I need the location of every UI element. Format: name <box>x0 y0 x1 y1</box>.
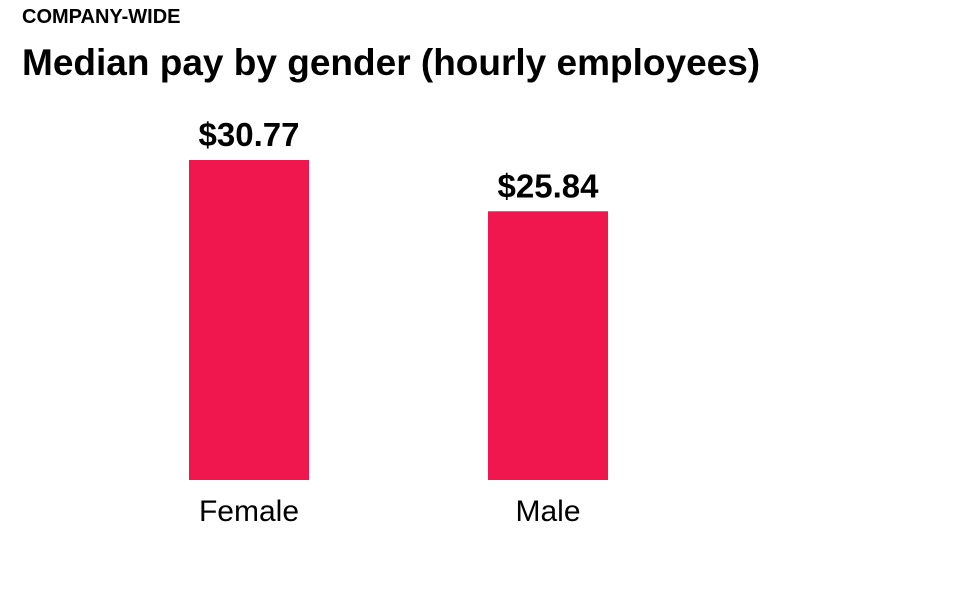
value-label-female: $30.77 <box>199 116 300 153</box>
bar-male <box>488 211 608 480</box>
chart-title: Median pay by gender (hourly employees) <box>22 42 761 83</box>
value-label-male: $25.84 <box>498 167 600 204</box>
chart-kicker: COMPANY-WIDE <box>22 6 181 28</box>
category-label-female: Female <box>199 495 299 528</box>
category-label-male: Male <box>515 495 580 528</box>
bar-female <box>189 160 309 480</box>
